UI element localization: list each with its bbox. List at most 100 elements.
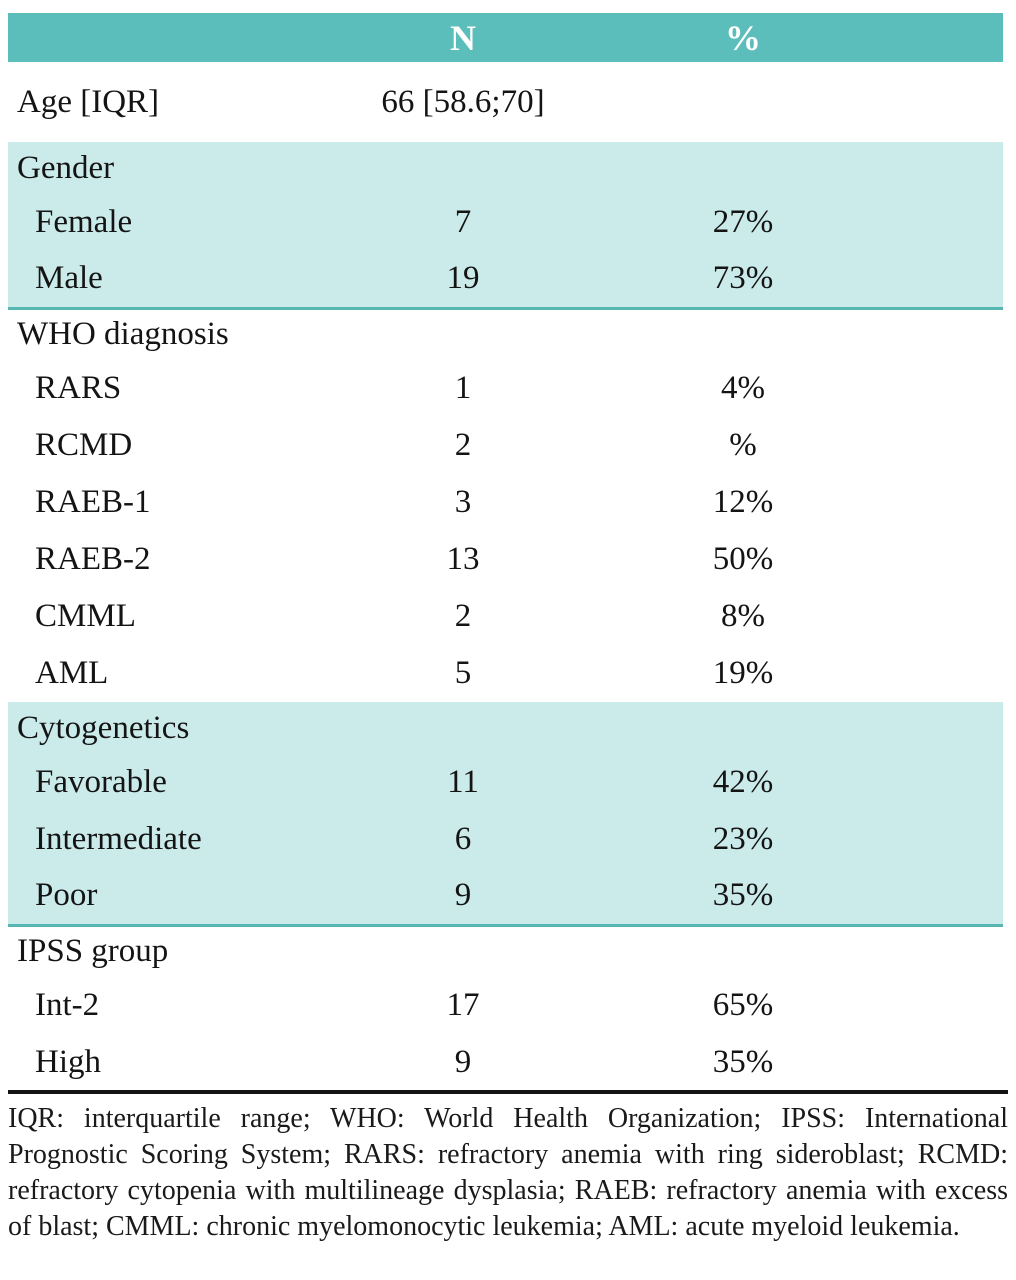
cell-n xyxy=(358,308,568,360)
header-cell-n: N xyxy=(358,13,568,62)
section-header-row: IPSS group xyxy=(8,925,1003,977)
row-label: Favorable xyxy=(8,754,358,811)
abbreviations-footnote: IQR: interquartile range; WHO: World Hea… xyxy=(8,1090,1008,1245)
cell-pct: 42% xyxy=(568,754,918,811)
table-row: Favorable 11 42% xyxy=(8,754,1003,811)
table-row: RAEB-1 3 12% xyxy=(8,474,1003,531)
row-label: CMML xyxy=(35,598,136,634)
cell-pct: 12% xyxy=(712,484,774,520)
cell-spacer xyxy=(918,1034,1003,1091)
row-label: Int-2 xyxy=(35,987,100,1023)
row-label: RAEB-2 xyxy=(35,541,151,577)
row-label: Male xyxy=(8,251,358,310)
cell-pct: 65% xyxy=(712,987,774,1023)
cell-n: 3 xyxy=(454,484,472,520)
cell-spacer xyxy=(918,754,1003,811)
row-label: Poor xyxy=(8,868,358,927)
row-label: AML xyxy=(35,655,109,691)
row-label: Cytogenetics xyxy=(8,702,358,754)
cell-pct: % xyxy=(729,427,757,463)
cell-n: 13 xyxy=(446,541,480,577)
row-label: Gender xyxy=(8,142,358,194)
header-cell-pct: % xyxy=(568,13,918,62)
table-row: Intermediate 6 23% xyxy=(8,811,1003,868)
row-label: IPSS group xyxy=(17,933,169,970)
cell-spacer xyxy=(918,251,1003,310)
cell-spacer xyxy=(918,360,1003,417)
cell-pct: 27% xyxy=(568,194,918,251)
cell-pct xyxy=(568,62,918,142)
cell-n: 1 xyxy=(454,370,472,406)
cell-spacer xyxy=(918,645,1003,702)
cell-spacer xyxy=(918,531,1003,588)
table-row: High 9 35% xyxy=(8,1034,1003,1091)
table-header-row: N % xyxy=(8,13,1003,62)
section-header-row: Gender xyxy=(8,142,1003,194)
cell-n: 11 xyxy=(358,754,568,811)
cell-spacer xyxy=(918,588,1003,645)
row-label: RCMD xyxy=(35,427,133,463)
section-header-row: WHO diagnosis xyxy=(8,308,1003,360)
section-header-row: Cytogenetics xyxy=(8,702,1003,754)
table-row: Int-2 17 65% xyxy=(8,977,1003,1034)
cell-spacer xyxy=(918,702,1003,754)
cell-n: 9 xyxy=(454,1044,472,1080)
cell-pct: 35% xyxy=(568,868,918,927)
table-header: N % xyxy=(8,13,1003,62)
cell-pct xyxy=(568,142,918,194)
cell-pct: 19% xyxy=(712,655,774,691)
cell-pct: 23% xyxy=(568,811,918,868)
table-body: Age [IQR] 66 [58.6;70] Gender Female 7 27% Mal… xyxy=(8,62,1003,1091)
cell-pct xyxy=(568,925,918,977)
row-label: Intermediate xyxy=(8,811,358,868)
cell-pct xyxy=(568,308,918,360)
cell-n: 6 xyxy=(358,811,568,868)
cell-n: 7 xyxy=(358,194,568,251)
table-row: Age [IQR] 66 [58.6;70] xyxy=(8,62,1003,142)
cell-n: 66 [58.6;70] xyxy=(381,83,545,120)
row-label: RARS xyxy=(35,370,122,406)
patient-characteristics-table: N % Age [IQR] 66 [58.6;70] Gender Female 7 27… xyxy=(8,13,1003,1091)
cell-pct xyxy=(568,702,918,754)
table-row: CMML 2 8% xyxy=(8,588,1003,645)
cell-spacer xyxy=(918,474,1003,531)
cell-spacer xyxy=(918,308,1003,360)
cell-spacer xyxy=(918,811,1003,868)
cell-pct: 35% xyxy=(712,1044,774,1080)
cell-spacer xyxy=(918,977,1003,1034)
row-label: Age [IQR] xyxy=(17,83,160,120)
table-row: RCMD 2% xyxy=(8,417,1003,474)
cell-pct: 73% xyxy=(568,251,918,310)
row-label: High xyxy=(35,1044,101,1080)
cell-spacer xyxy=(918,417,1003,474)
table-row: Female 7 27% xyxy=(8,194,1003,251)
cell-spacer xyxy=(918,62,1003,142)
cell-n: 5 xyxy=(454,655,472,691)
cell-n xyxy=(358,702,568,754)
patient-characteristics-table-wrap: N % Age [IQR] 66 [58.6;70] Gender Female 7 27… xyxy=(8,13,1003,1091)
row-label: RAEB-1 xyxy=(35,484,151,520)
cell-spacer xyxy=(918,142,1003,194)
header-cell-spacer xyxy=(918,13,1003,62)
cell-n: 9 xyxy=(358,868,568,927)
cell-n xyxy=(358,142,568,194)
table-row: Poor 9 35% xyxy=(8,868,1003,927)
table-row: RAEB-2 13 50% xyxy=(8,531,1003,588)
cell-spacer xyxy=(918,194,1003,251)
table-row: AML 5 19% xyxy=(8,645,1003,702)
cell-pct: 50% xyxy=(712,541,774,577)
table-row: RARS 1 4% xyxy=(8,360,1003,417)
cell-n: 2 xyxy=(454,598,472,634)
header-cell-empty xyxy=(8,13,358,62)
cell-spacer xyxy=(918,925,1003,977)
cell-pct: 4% xyxy=(721,370,765,406)
cell-n xyxy=(358,925,568,977)
cell-pct: 8% xyxy=(721,598,765,634)
cell-n: 19 xyxy=(358,251,568,310)
table-row: Male 19 73% xyxy=(8,251,1003,310)
row-label: Female xyxy=(8,194,358,251)
cell-n: 2 xyxy=(454,427,472,463)
row-label: WHO diagnosis xyxy=(17,316,229,353)
cell-spacer xyxy=(918,868,1003,927)
cell-n: 17 xyxy=(446,987,480,1023)
